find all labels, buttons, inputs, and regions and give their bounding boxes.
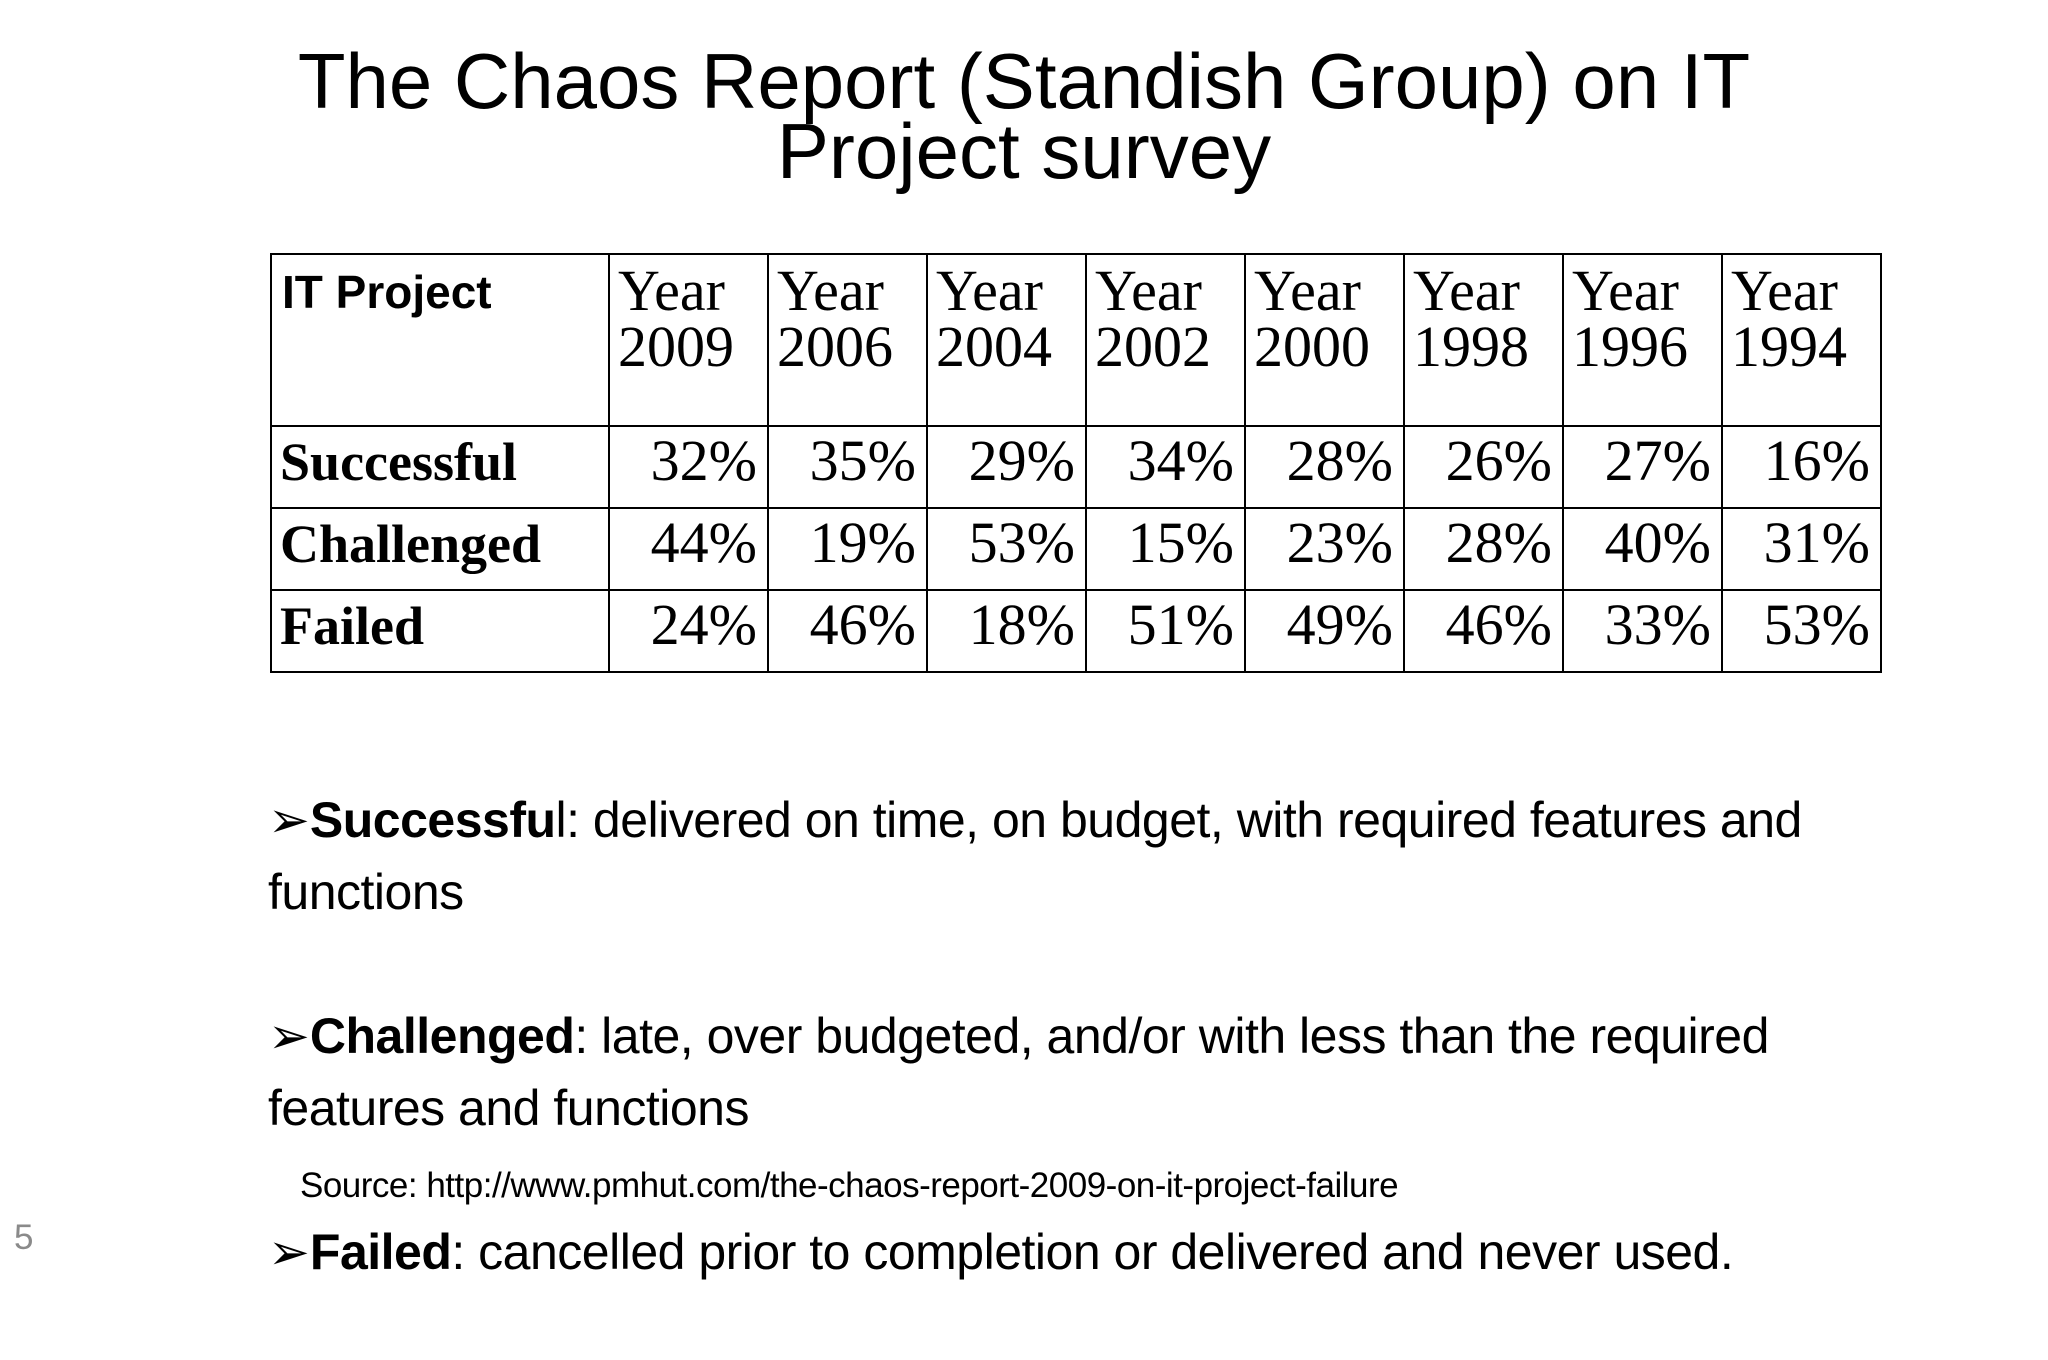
year-header-cell: Year 2000: [1244, 253, 1405, 427]
bullet-item-successful: ➢Successful: delivered on time, on budge…: [268, 784, 2048, 928]
table-row-successful: Successful 32% 35% 29% 34% 28% 26% 27% 1…: [270, 425, 1882, 509]
header-it-project: IT Project: [270, 253, 610, 427]
year-word: Year: [1413, 258, 1520, 323]
bullet-text: : late, over budgeted, and/or with less …: [268, 1008, 1769, 1136]
value-cell: 28%: [1403, 507, 1564, 591]
year-value: 1998: [1413, 314, 1529, 379]
year-word: Year: [1095, 258, 1202, 323]
value-cell: 34%: [1085, 425, 1246, 509]
slide-title: The Chaos Report (Standish Group) on IT …: [0, 37, 2048, 195]
value-cell: 44%: [608, 507, 769, 591]
bullet-text: : cancelled prior to completion or deliv…: [451, 1224, 1734, 1280]
value-cell: 16%: [1721, 425, 1882, 509]
year-word: Year: [777, 258, 884, 323]
value-cell: 33%: [1562, 589, 1723, 673]
chaos-report-table: IT Project Year 2009 Year 2006 Year 2004 Ye…: [270, 253, 1882, 673]
year-header-cell: Year 2006: [767, 253, 928, 427]
year-header-cell: Year 1994: [1721, 253, 1882, 427]
value-cell: 51%: [1085, 589, 1246, 673]
row-label-cell: Failed: [270, 589, 610, 673]
value-cell: 18%: [926, 589, 1087, 673]
value-cell: 53%: [1721, 589, 1882, 673]
value-cell: 15%: [1085, 507, 1246, 591]
value-cell: 26%: [1403, 425, 1564, 509]
year-word: Year: [1254, 258, 1361, 323]
value-cell: 24%: [608, 589, 769, 673]
year-value: 2000: [1254, 314, 1370, 379]
bullet-item-challenged: ➢Challenged: late, over budgeted, and/or…: [268, 1000, 2048, 1144]
year-value: 2006: [777, 314, 893, 379]
slide-title-line-1: The Chaos Report (Standish Group) on IT: [297, 37, 1751, 125]
bullet-term: Challenged: [309, 1008, 575, 1064]
arrowhead-bullet-icon: ➢: [268, 791, 310, 849]
row-label-cell: Successful: [270, 425, 610, 509]
year-header-cell: Year 2002: [1085, 253, 1246, 427]
year-header-cell: Year 1996: [1562, 253, 1723, 427]
value-cell: 31%: [1721, 507, 1882, 591]
year-word: Year: [1731, 258, 1838, 323]
value-cell: 53%: [926, 507, 1087, 591]
slide-title-line-2: Project survey: [776, 107, 1272, 195]
value-cell: 28%: [1244, 425, 1405, 509]
year-value: 2002: [1095, 314, 1211, 379]
table-header-row: IT Project Year 2009 Year 2006 Year 2004 Ye…: [270, 253, 1882, 427]
value-cell: 35%: [767, 425, 928, 509]
year-value: 1996: [1572, 314, 1688, 379]
value-cell: 49%: [1244, 589, 1405, 673]
value-cell: 46%: [767, 589, 928, 673]
definition-bullets: ➢Successful: delivered on time, on budge…: [268, 712, 2048, 1360]
year-value: 2004: [936, 314, 1052, 379]
year-header-cell: Year 2009: [608, 253, 769, 427]
bullet-term: Failed: [309, 1224, 452, 1280]
value-cell: 29%: [926, 425, 1087, 509]
arrowhead-bullet-icon: ➢: [268, 1007, 310, 1065]
value-cell: 32%: [608, 425, 769, 509]
table-row-failed: Failed 24% 46% 18% 51% 49% 46% 33% 53%: [270, 589, 1882, 673]
row-label-cell: Challenged: [270, 507, 610, 591]
year-word: Year: [936, 258, 1043, 323]
slide: { "slide": { "title": { "line1": "The Ch…: [0, 37, 2048, 1281]
year-header-cell: Year 2004: [926, 253, 1087, 427]
arrowhead-bullet-icon: ➢: [268, 1223, 310, 1281]
page-number: 5: [14, 1218, 34, 1257]
year-header-cell: Year 1998: [1403, 253, 1564, 427]
year-value: 2009: [618, 314, 734, 379]
bullet-term: Successfu: [309, 792, 556, 848]
bullet-item-failed: ➢Failed: cancelled prior to completion o…: [268, 1216, 2048, 1288]
year-word: Year: [618, 258, 725, 323]
table-row-challenged: Challenged 44% 19% 53% 15% 23% 28% 40% 3…: [270, 507, 1882, 591]
value-cell: 23%: [1244, 507, 1405, 591]
year-word: Year: [1572, 258, 1679, 323]
value-cell: 40%: [1562, 507, 1723, 591]
bullet-text: l: delivered on time, on budget, with re…: [268, 792, 1802, 920]
value-cell: 27%: [1562, 425, 1723, 509]
year-value: 1994: [1731, 314, 1847, 379]
value-cell: 19%: [767, 507, 928, 591]
source-citation: Source: http://www.pmhut.com/the-chaos-r…: [300, 1166, 1399, 1205]
value-cell: 46%: [1403, 589, 1564, 673]
